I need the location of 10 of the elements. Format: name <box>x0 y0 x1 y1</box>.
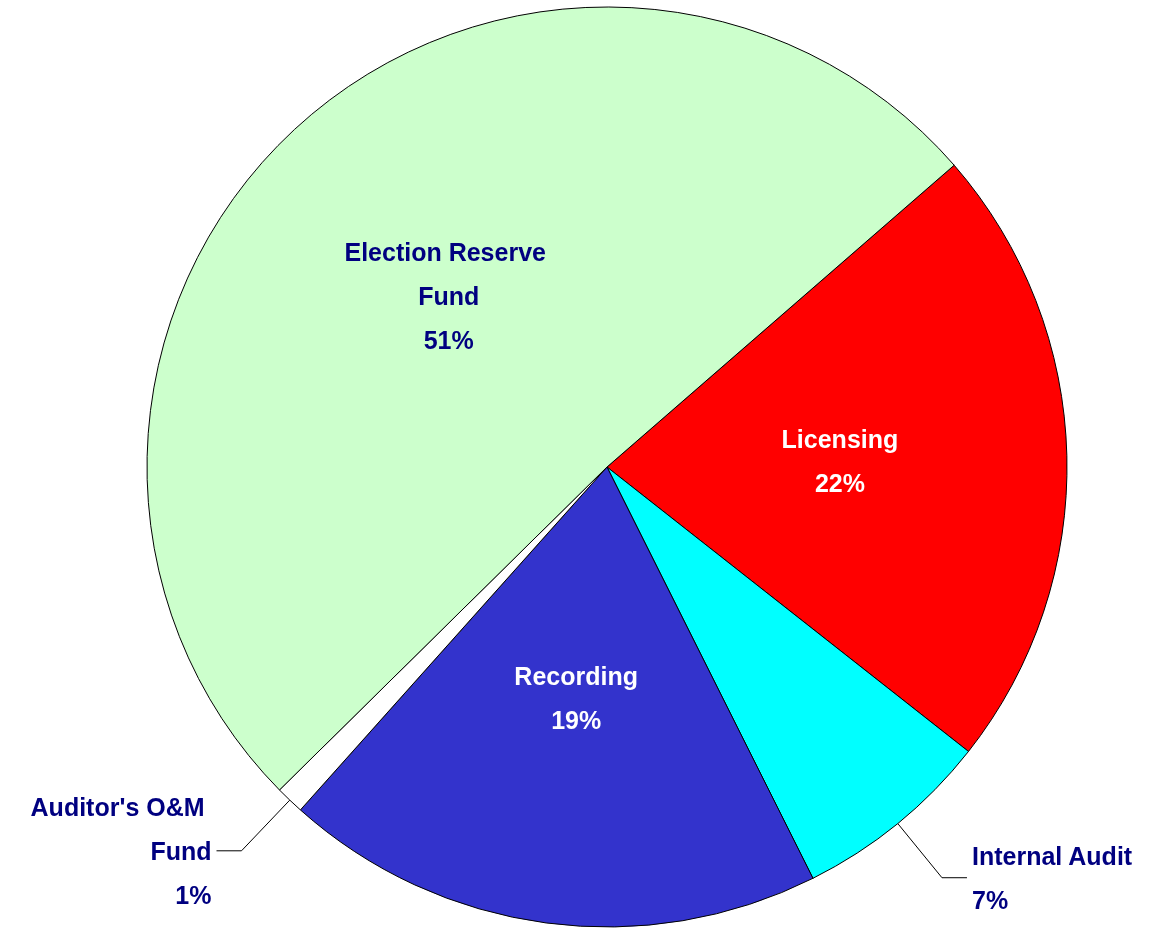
slice-label: Internal Audit <box>971 841 1133 870</box>
data-label: 19% <box>551 705 602 734</box>
data-label: 1% <box>175 880 212 909</box>
data-label: 22% <box>814 469 865 498</box>
slice-label: Licensing <box>781 425 899 454</box>
slice-label: Auditor's O&M Fund <box>30 792 212 865</box>
data-label: 51% <box>423 326 474 355</box>
data-label: 7% <box>971 885 1009 914</box>
slice-label: Recording <box>514 661 638 690</box>
slice-label: Election Reserve Fund <box>344 238 553 311</box>
